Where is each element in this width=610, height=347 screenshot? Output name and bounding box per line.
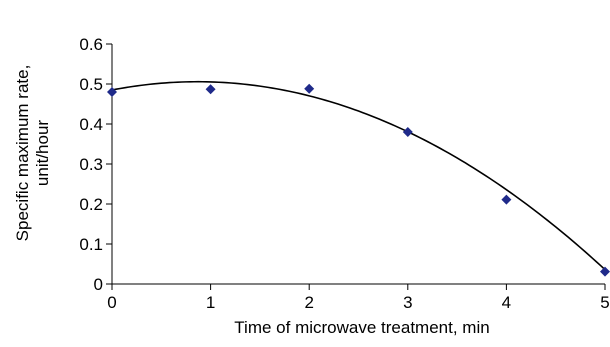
- data-point: [402, 127, 413, 137]
- data-point: [107, 87, 117, 97]
- trendline-layer: [111, 80, 606, 271]
- y-axis-title: Specific maximum rate, unit/hour: [13, 65, 52, 242]
- trendline: [111, 80, 606, 271]
- y-tick-label: 0: [94, 275, 103, 294]
- data-point: [304, 83, 315, 94]
- x-tick-label: 3: [403, 293, 412, 312]
- y-tick-label: 0.5: [79, 75, 103, 94]
- y-tick-label: 0.1: [79, 235, 103, 254]
- x-tick-label: 2: [304, 293, 313, 312]
- x-tick-label: 4: [502, 293, 511, 312]
- y-tick-label: 0.3: [79, 155, 103, 174]
- y-tick-label: 0.2: [79, 195, 103, 214]
- x-tick-label: 5: [600, 293, 609, 312]
- x-tick-label: 1: [206, 293, 215, 312]
- data-point: [501, 194, 512, 205]
- data-points-layer: [107, 83, 610, 277]
- y-axis-title-line-1: Specific maximum rate,: [13, 65, 32, 242]
- y-tick-label: 0.4: [79, 115, 103, 134]
- y-tick-label: 0.6: [79, 35, 103, 54]
- data-point: [600, 266, 610, 277]
- x-tick-label: 0: [107, 293, 116, 312]
- x-axis-title: Time of microwave treatment, min: [234, 318, 489, 337]
- data-point: [205, 84, 216, 95]
- tick-labels-layer: 0 0.1 0.2 0.3 0.4 0.5 0.6 0 1 2 3 4 5: [79, 35, 609, 312]
- y-axis-title-line-2: unit/hour: [33, 120, 52, 186]
- axes: [106, 43, 606, 290]
